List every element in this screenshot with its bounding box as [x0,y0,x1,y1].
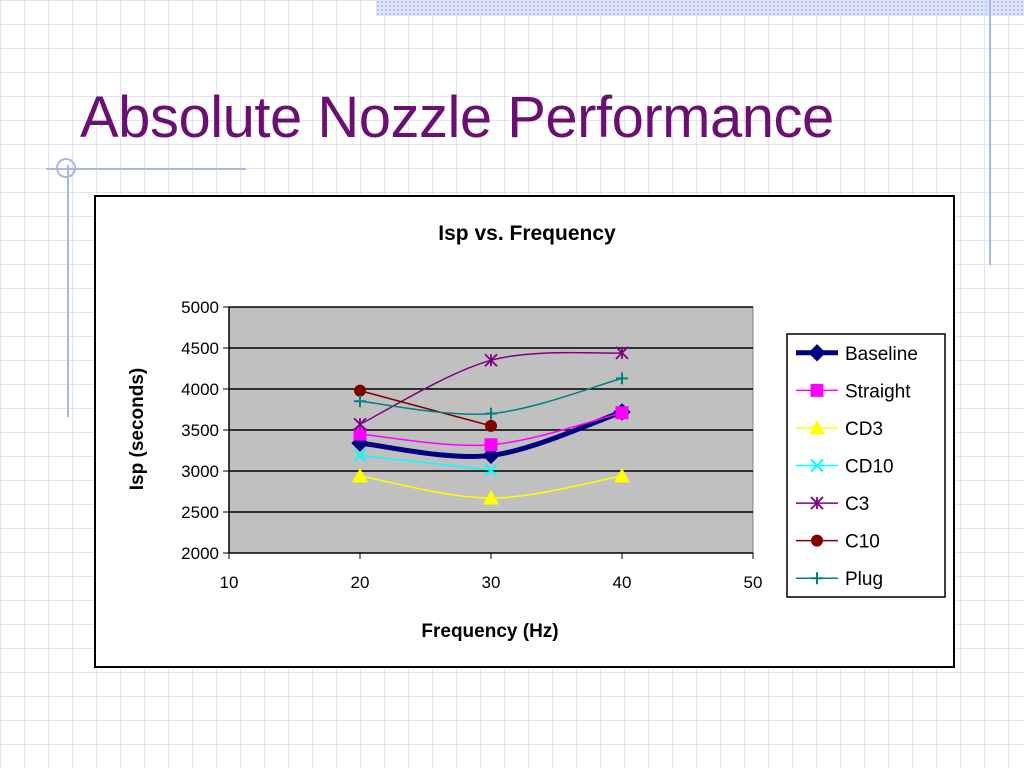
x-tick-label-10: 10 [220,573,239,592]
y-tick-label-4000: 4000 [181,380,219,399]
data-point-cd10-30 [484,463,498,477]
data-point-plug-20 [354,395,366,408]
y-tick-label-5000: 5000 [181,298,219,317]
x-tick-label-20: 20 [351,573,370,592]
data-point-baseline-30 [482,446,500,465]
decorative-circle [56,158,76,178]
y-tick-label-4500: 4500 [181,339,219,358]
data-point-straight-40 [615,406,629,420]
y-tick-label-3500: 3500 [181,421,219,440]
data-point-cd3-30 [483,490,499,505]
data-point-c10-30 [485,419,497,432]
chart-title: Isp vs. Frequency [438,222,616,245]
chart-legend: Baseline Straight CD3 CD10 C3 C10 Plug [786,333,946,598]
x-tick-label-30: 30 [482,573,501,592]
data-point-c3-20 [353,417,367,431]
series-line-c10 [359,389,492,427]
legend-label-cd10: CD10 [845,457,894,478]
x-tick-label-50: 50 [744,573,763,592]
legend-label-straight: Straight [845,381,911,402]
x-axis-label: Frequency (Hz) [421,621,558,642]
data-point-cd3-40 [614,467,630,483]
y-tick-label-2500: 2500 [181,503,219,522]
legend-marker-plug [811,572,823,585]
data-point-c10-20 [354,384,366,397]
y-tick-label-2000: 2000 [181,544,219,563]
data-point-cd10-20 [353,448,367,463]
legend-label-c10: C10 [845,532,880,553]
data-point-plug-30 [485,407,497,420]
slide-title: Absolute Nozzle Performance [80,85,834,150]
header-pattern-band [376,0,1024,16]
decorative-vertical-line [989,0,991,265]
decorative-vertical-line-left [67,165,69,417]
data-point-cd3-20 [352,467,368,483]
series-line-cd10 [359,454,492,471]
legend-label-cd3: CD3 [845,419,883,440]
data-point-c3-40 [615,346,629,360]
legend-marker-baseline [808,344,826,362]
chart-frame: Isp vs. Frequency Frequency (Hz) Isp (se… [94,195,955,668]
data-point-plug-40 [616,372,628,385]
x-tick-label-40: 40 [613,573,632,592]
plot-area: 2000 2500 3000 3500 4000 4500 5000 10 20 30 40 50 [181,298,762,592]
data-point-straight-30 [484,438,498,452]
data-point-c3-30 [484,353,498,367]
y-axis-label: Isp (seconds) [127,368,148,490]
legend-marker-cd3 [809,419,825,435]
legend-label-c3: C3 [845,494,869,515]
chart-svg: Isp vs. Frequency Frequency (Hz) Isp (se… [127,222,946,642]
legend-label-plug: Plug [845,569,883,590]
y-tick-label-3000: 3000 [181,462,219,481]
decorative-horizontal-line [46,168,246,170]
legend-marker-c3 [810,496,824,510]
legend-marker-c10 [811,534,823,547]
legend-label-baseline: Baseline [845,344,918,365]
legend-marker-straight [810,383,824,397]
legend-marker-cd10 [810,458,824,473]
